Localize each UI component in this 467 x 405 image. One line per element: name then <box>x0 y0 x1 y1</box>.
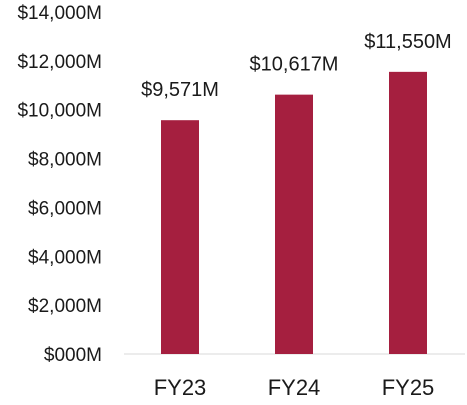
bar-fy23 <box>161 120 199 354</box>
bar-fy25 <box>389 71 427 354</box>
data-label-fy23: $9,571M <box>141 79 219 101</box>
y-tick-label: $12,000M <box>17 52 102 73</box>
data-label-fy25: $11,550M <box>364 31 451 53</box>
x-axis: FY23 FY24 FY25 <box>154 375 435 400</box>
y-tick-label: $8,000M <box>28 150 102 171</box>
y-tick-label: $2,000M <box>28 296 102 317</box>
bar-fy24 <box>275 94 313 355</box>
data-label-fy24: $10,617M <box>250 54 339 76</box>
data-labels: $9,571M $10,617M $11,550M <box>141 31 452 101</box>
y-tick-label: $14,000M <box>17 3 102 24</box>
x-category-label: FY23 <box>154 375 207 400</box>
y-axis: $000M $2,000M $4,000M $6,000M $8,000M $10,000… <box>17 3 102 366</box>
x-category-label: FY24 <box>268 375 321 400</box>
y-tick-label: $6,000M <box>28 198 102 219</box>
x-category-label: FY25 <box>382 375 435 400</box>
y-tick-label: $4,000M <box>28 247 102 268</box>
y-tick-label: $10,000M <box>17 101 102 122</box>
bars <box>161 71 427 355</box>
y-tick-label: $000M <box>44 345 102 366</box>
